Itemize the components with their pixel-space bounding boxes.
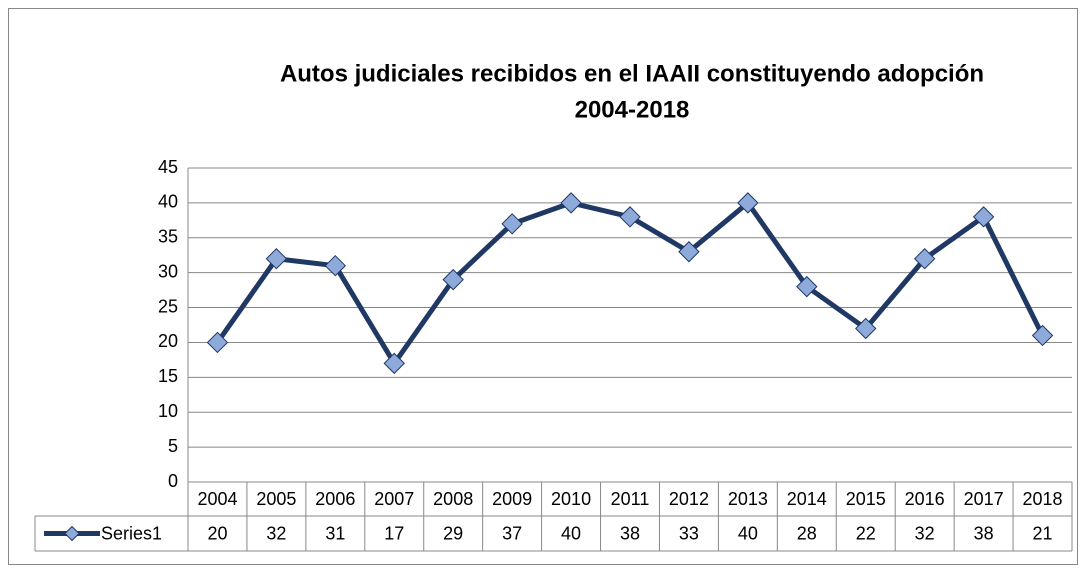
table-value: 28 bbox=[797, 523, 817, 543]
y-tick-label: 20 bbox=[158, 331, 178, 351]
x-tick-label: 2016 bbox=[905, 489, 945, 509]
point-marker bbox=[855, 317, 877, 340]
point-marker bbox=[737, 192, 759, 214]
y-tick-label: 0 bbox=[168, 471, 178, 491]
x-tick-label: 2010 bbox=[551, 489, 591, 509]
point-marker bbox=[442, 268, 464, 291]
point-marker bbox=[206, 331, 229, 354]
legend-label: Series1 bbox=[101, 523, 162, 543]
point-marker bbox=[1031, 324, 1054, 347]
x-tick-label: 2005 bbox=[256, 489, 296, 509]
table-value: 38 bbox=[974, 523, 994, 543]
table-value: 33 bbox=[679, 523, 699, 543]
x-tick-label: 2017 bbox=[964, 489, 1004, 509]
y-tick-label: 30 bbox=[158, 261, 178, 281]
table-value: 31 bbox=[325, 523, 345, 543]
table-value: 38 bbox=[620, 523, 640, 543]
point-marker bbox=[501, 213, 523, 235]
table-value: 21 bbox=[1033, 523, 1053, 543]
table-value: 40 bbox=[738, 523, 758, 543]
y-tick-label: 5 bbox=[168, 436, 178, 456]
point-marker bbox=[383, 352, 405, 375]
chart-title: 2004-2018 bbox=[575, 96, 690, 123]
x-tick-label: 2007 bbox=[374, 489, 414, 509]
y-tick-label: 45 bbox=[158, 157, 178, 177]
y-tick-label: 15 bbox=[158, 366, 178, 386]
legend-key-marker bbox=[64, 525, 80, 542]
chart-title: Autos judiciales recibidos en el IAAII c… bbox=[280, 60, 984, 87]
point-marker bbox=[913, 248, 936, 270]
point-marker bbox=[619, 206, 641, 228]
x-tick-label: 2008 bbox=[433, 489, 473, 509]
table-value: 32 bbox=[266, 523, 286, 543]
x-tick-label: 2004 bbox=[197, 489, 237, 509]
x-tick-label: 2014 bbox=[787, 489, 827, 509]
x-tick-label: 2013 bbox=[728, 489, 768, 509]
x-tick-label: 2015 bbox=[846, 489, 886, 509]
table-value: 20 bbox=[207, 523, 227, 543]
y-tick-label: 35 bbox=[158, 227, 178, 247]
y-tick-label: 25 bbox=[158, 296, 178, 316]
point-marker bbox=[678, 241, 700, 263]
table-value: 37 bbox=[502, 523, 522, 543]
y-tick-label: 10 bbox=[158, 401, 178, 421]
x-tick-label: 2009 bbox=[492, 489, 532, 509]
point-marker bbox=[560, 192, 582, 214]
table-value: 29 bbox=[443, 523, 463, 543]
point-marker bbox=[324, 254, 347, 277]
y-tick-label: 40 bbox=[158, 192, 178, 212]
table-value: 40 bbox=[561, 523, 581, 543]
point-marker bbox=[265, 248, 288, 270]
point-marker bbox=[796, 275, 818, 298]
table-value: 22 bbox=[856, 523, 876, 543]
point-marker bbox=[972, 206, 995, 228]
x-tick-label: 2006 bbox=[315, 489, 355, 509]
table-value: 17 bbox=[384, 523, 404, 543]
x-tick-label: 2012 bbox=[669, 489, 709, 509]
x-tick-label: 2011 bbox=[611, 489, 650, 509]
x-tick-label: 2018 bbox=[1023, 489, 1063, 509]
table-value: 32 bbox=[915, 523, 935, 543]
